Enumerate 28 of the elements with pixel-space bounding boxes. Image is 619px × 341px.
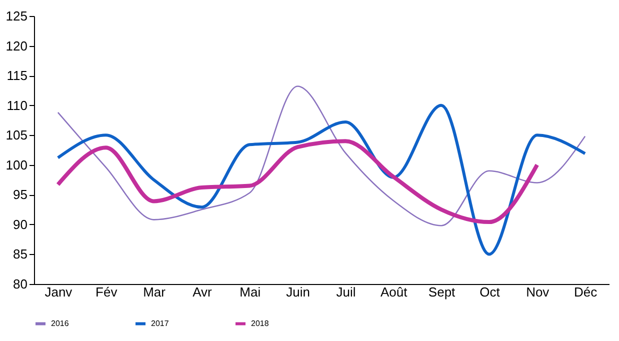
x-tick-label: Août [380,284,408,300]
x-tick-label: Juil [336,284,356,300]
y-tick-label: 85 [13,246,28,262]
y-tick-label: 125 [6,8,28,24]
line-series [56,104,587,256]
legend-label: 2017 [151,318,170,328]
y-tick-label: 80 [13,276,28,292]
x-tick-label: Mar [143,284,166,300]
legend-label: 2018 [251,318,270,328]
x-tick-label: Déc [574,284,598,300]
x-tick-label: Juin [286,284,310,300]
y-tick-label: 100 [6,157,28,172]
y-tick-label: 115 [6,68,28,84]
x-tick-label: Fév [96,284,118,300]
x-tick-label: Avr [192,284,213,300]
y-tick-label: 110 [6,98,28,113]
y-tick-label: 90 [13,216,28,232]
y-tick-label: 105 [6,128,28,143]
line-series [57,86,586,226]
x-tick-label: Oct [480,284,500,300]
x-tick-label: Mai [240,284,261,300]
y-tick-label: 95 [13,187,28,202]
x-tick-label: Nov [526,284,550,300]
x-tick-label: Sept [428,284,456,300]
line-series [56,139,540,224]
x-tick-label: Janv [44,284,73,300]
y-tick-label: 120 [6,38,28,54]
legend-label: 2016 [51,318,70,328]
